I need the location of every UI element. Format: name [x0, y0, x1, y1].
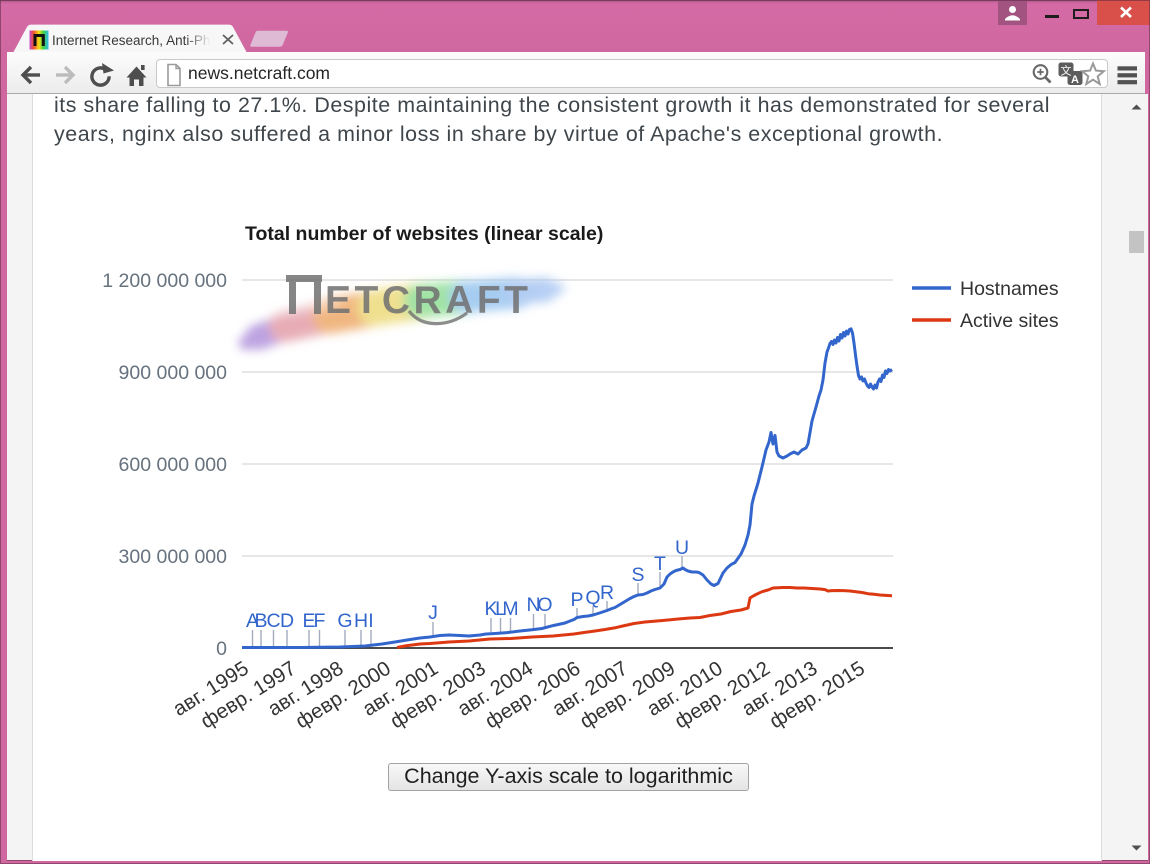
svg-text:I: I: [368, 610, 373, 632]
svg-text:U: U: [675, 537, 689, 559]
svg-text:A: A: [1071, 74, 1079, 86]
svg-text:H: H: [354, 610, 368, 632]
svg-text:Q: Q: [585, 587, 600, 609]
svg-text:G: G: [337, 610, 352, 632]
svg-text:L: L: [495, 598, 506, 620]
svg-text:F: F: [314, 610, 326, 632]
svg-text:300 000 000: 300 000 000: [119, 546, 228, 568]
svg-text:C: C: [266, 610, 280, 632]
svg-text:600 000 000: 600 000 000: [119, 454, 228, 476]
svg-text:K: K: [484, 598, 497, 620]
svg-text:A: A: [246, 610, 259, 632]
svg-text:文: 文: [1061, 64, 1072, 78]
svg-text:D: D: [280, 610, 294, 632]
svg-text:J: J: [428, 602, 438, 624]
svg-text:Total number of websites (line: Total number of websites (linear scale): [245, 223, 603, 245]
svg-text:ETCRAFT: ETCRAFT: [325, 279, 531, 322]
svg-text:B: B: [254, 610, 267, 632]
svg-text:1 200 000 000: 1 200 000 000: [102, 270, 227, 292]
svg-text:R: R: [600, 582, 614, 604]
svg-text:O: O: [537, 594, 552, 616]
svg-text:T: T: [654, 553, 666, 575]
svg-text:S: S: [631, 564, 644, 586]
svg-text:E: E: [302, 610, 315, 632]
svg-text:M: M: [502, 598, 518, 620]
svg-text:P: P: [570, 589, 583, 611]
svg-text:N: N: [526, 594, 540, 616]
svg-text:Active sites: Active sites: [960, 310, 1059, 332]
svg-text:900 000 000: 900 000 000: [119, 362, 228, 384]
svg-text:0: 0: [216, 638, 227, 660]
svg-text:Hostnames: Hostnames: [960, 278, 1059, 300]
